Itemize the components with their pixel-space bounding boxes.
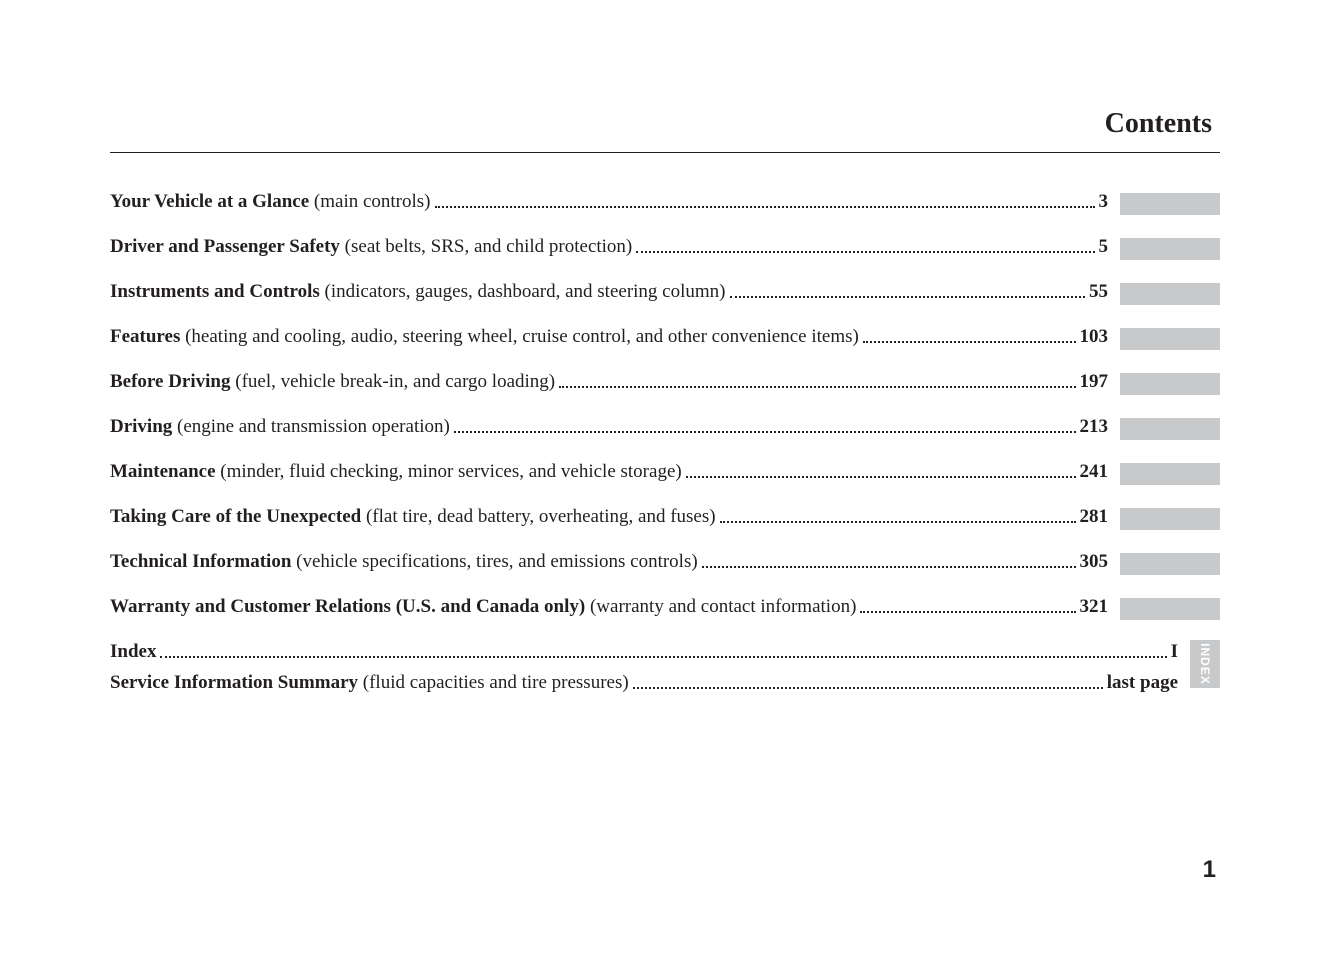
toc-bold: Instruments and Controls	[110, 281, 320, 302]
toc-plain: (fluid capacities and tire pressures)	[358, 672, 629, 693]
toc-label: Service Information Summary (fluid capac…	[110, 672, 629, 694]
toc-label: Taking Care of the Unexpected (flat tire…	[110, 506, 716, 528]
toc-bold: Taking Care of the Unexpected	[110, 506, 361, 527]
page-title: Contents	[1105, 108, 1212, 140]
toc-row: Features (heating and cooling, audio, st…	[110, 323, 1220, 348]
toc-bold: Maintenance	[110, 461, 216, 482]
toc-bold: Warranty and Customer Relations (U.S. an…	[110, 596, 585, 617]
section-tab	[1120, 508, 1220, 530]
index-tab-label: INDEX	[1198, 643, 1212, 685]
toc-row-service: Service Information Summary (fluid capac…	[110, 669, 1186, 694]
toc-page: 197	[1080, 371, 1117, 393]
toc-plain: (flat tire, dead battery, overheating, a…	[361, 506, 715, 527]
toc-bold: Service Information Summary	[110, 672, 358, 693]
toc-plain: (warranty and contact information)	[585, 596, 856, 617]
toc-plain: (engine and transmission operation)	[172, 416, 450, 437]
toc-bold: Before Driving	[110, 371, 231, 392]
toc-page: last page	[1107, 672, 1186, 694]
toc-page: 213	[1080, 416, 1117, 438]
toc-label: Warranty and Customer Relations (U.S. an…	[110, 596, 856, 618]
toc-page: 103	[1080, 326, 1117, 348]
toc-row: Instruments and Controls (indicators, ga…	[110, 278, 1220, 303]
toc-page: I	[1171, 641, 1186, 663]
toc-bold: Driving	[110, 416, 172, 437]
toc-page: 241	[1080, 461, 1117, 483]
section-tab	[1120, 418, 1220, 440]
leader-dots	[559, 386, 1075, 388]
toc-page: 321	[1080, 596, 1117, 618]
toc-bold: Index	[110, 641, 156, 662]
toc-plain: (heating and cooling, audio, steering wh…	[180, 326, 859, 347]
leader-dots	[454, 431, 1076, 433]
leader-dots	[633, 687, 1103, 689]
leader-dots	[435, 206, 1095, 208]
toc-bold: Technical Information	[110, 551, 291, 572]
toc-label: Features (heating and cooling, audio, st…	[110, 326, 859, 348]
toc-row: Taking Care of the Unexpected (flat tire…	[110, 503, 1220, 528]
toc-page: 55	[1089, 281, 1116, 303]
toc-row-index: Index I	[110, 638, 1186, 663]
leader-dots	[863, 341, 1076, 343]
toc-label: Driver and Passenger Safety (seat belts,…	[110, 236, 632, 258]
leader-dots	[686, 476, 1076, 478]
toc-label: Maintenance (minder, fluid checking, min…	[110, 461, 682, 483]
toc-plain: (fuel, vehicle break-in, and cargo loadi…	[231, 371, 556, 392]
toc-plain: (minder, fluid checking, minor services,…	[216, 461, 682, 482]
toc-row: Your Vehicle at a Glance (main controls)…	[110, 188, 1220, 213]
toc-row: Technical Information (vehicle specifica…	[110, 548, 1220, 573]
section-tab	[1120, 238, 1220, 260]
toc-page: 305	[1080, 551, 1117, 573]
leader-dots	[860, 611, 1075, 613]
toc-row: Driving (engine and transmission operati…	[110, 413, 1220, 438]
toc-row: Driver and Passenger Safety (seat belts,…	[110, 233, 1220, 258]
toc-plain: (main controls)	[309, 191, 430, 212]
section-tab	[1120, 553, 1220, 575]
section-tab	[1120, 373, 1220, 395]
toc-row: Before Driving (fuel, vehicle break-in, …	[110, 368, 1220, 393]
index-tab: INDEX	[1190, 640, 1220, 688]
toc-label: Driving (engine and transmission operati…	[110, 416, 450, 438]
toc-page: 3	[1099, 191, 1117, 213]
toc-page: 5	[1099, 236, 1117, 258]
toc-label: Instruments and Controls (indicators, ga…	[110, 281, 726, 303]
index-service-group: Index I Service Information Summary (flu…	[110, 638, 1220, 694]
table-of-contents: Your Vehicle at a Glance (main controls)…	[110, 188, 1220, 694]
section-tab	[1120, 283, 1220, 305]
leader-dots	[702, 566, 1076, 568]
section-tab	[1120, 463, 1220, 485]
toc-plain: (indicators, gauges, dashboard, and stee…	[320, 281, 726, 302]
leader-dots	[720, 521, 1076, 523]
leader-dots	[636, 251, 1094, 253]
toc-label: Index	[110, 641, 156, 663]
toc-label: Technical Information (vehicle specifica…	[110, 551, 698, 573]
page-number: 1	[1203, 856, 1216, 884]
leader-dots	[160, 656, 1166, 658]
toc-label: Before Driving (fuel, vehicle break-in, …	[110, 371, 555, 393]
section-tab	[1120, 193, 1220, 215]
toc-bold: Your Vehicle at a Glance	[110, 191, 309, 212]
leader-dots	[730, 296, 1086, 298]
toc-page: 281	[1080, 506, 1117, 528]
toc-bold: Features	[110, 326, 180, 347]
toc-bold: Driver and Passenger Safety	[110, 236, 340, 257]
section-tab	[1120, 328, 1220, 350]
title-rule	[110, 152, 1220, 153]
toc-plain: (seat belts, SRS, and child protection)	[340, 236, 632, 257]
toc-plain: (vehicle specifications, tires, and emis…	[291, 551, 697, 572]
toc-row: Maintenance (minder, fluid checking, min…	[110, 458, 1220, 483]
section-tab	[1120, 598, 1220, 620]
toc-row: Warranty and Customer Relations (U.S. an…	[110, 593, 1220, 618]
toc-label: Your Vehicle at a Glance (main controls)	[110, 191, 431, 213]
